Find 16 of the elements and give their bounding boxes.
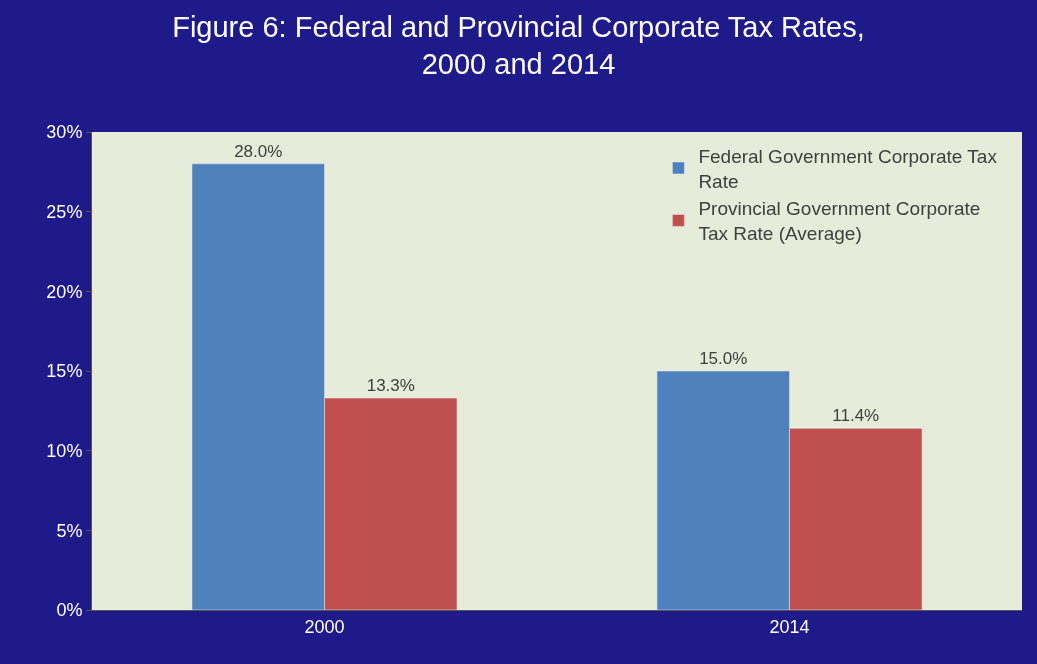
y-tick-label: 5% bbox=[56, 520, 83, 541]
y-tick-label: 25% bbox=[46, 201, 83, 222]
y-tick-label: 0% bbox=[56, 600, 83, 621]
data-label: 13.3% bbox=[366, 376, 415, 396]
data-label: 11.4% bbox=[832, 406, 880, 426]
y-tick-label: 10% bbox=[46, 440, 83, 461]
x-tick-label: 2014 bbox=[769, 616, 810, 637]
y-tick-label: 20% bbox=[46, 281, 83, 302]
y-tick-label: 30% bbox=[46, 122, 83, 143]
x-tick-label: 2000 bbox=[304, 616, 345, 637]
chart-title: Figure 6: Federal and Provincial Corporate Tax Rates, 2000 and 2014 bbox=[172, 10, 865, 81]
legend-label: Provincial Government Corporate Tax Rate (Average) bbox=[698, 198, 981, 245]
data-label: 15.0% bbox=[699, 349, 748, 368]
data-label: 28.0% bbox=[234, 141, 283, 161]
legend-label: Federal Government Corporate Tax Rate bbox=[698, 146, 998, 192]
y-tick-label: 15% bbox=[46, 361, 83, 382]
